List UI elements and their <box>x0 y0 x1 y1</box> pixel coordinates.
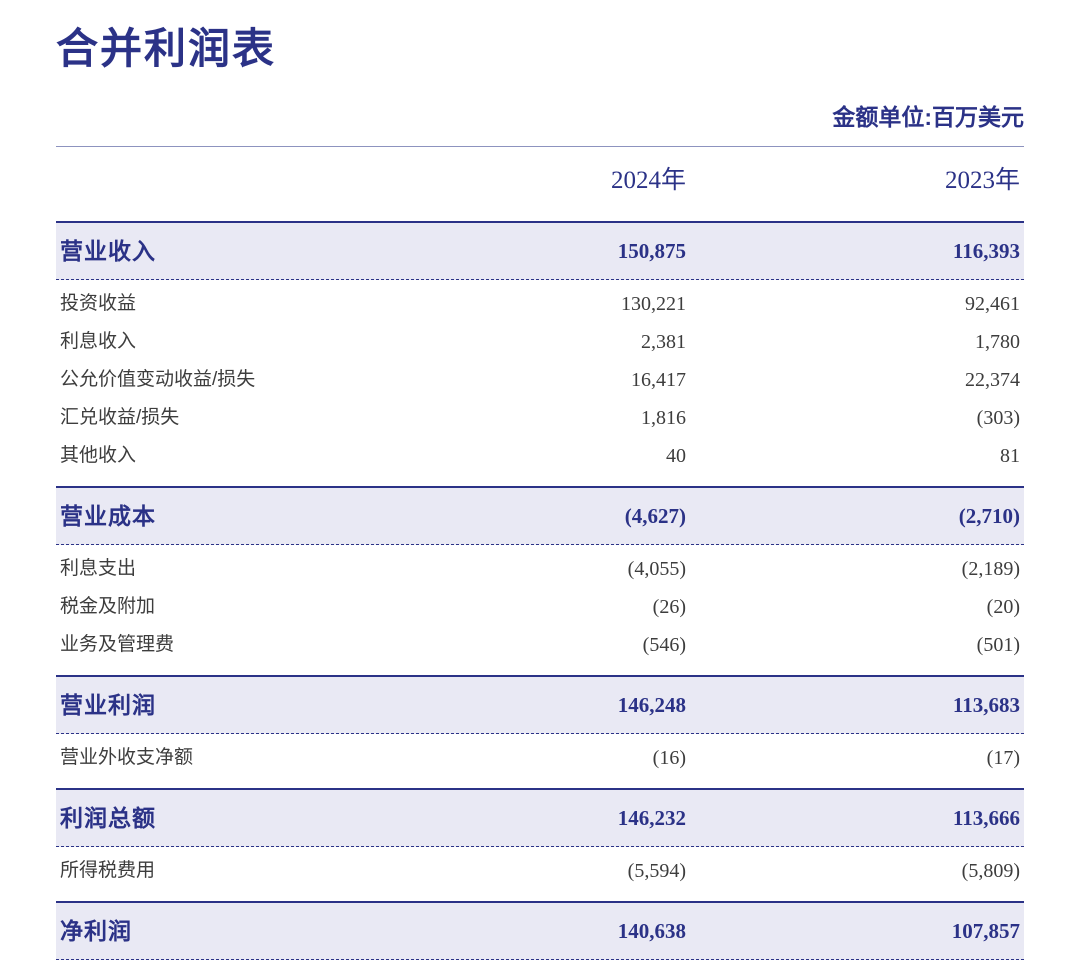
table-row: 净利润 140,638 107,857 <box>56 901 1024 960</box>
row-value-2024: 40 <box>666 445 686 468</box>
row-label: 营业收入 <box>60 238 156 265</box>
row-label: 公允价值变动收益/损失 <box>60 369 256 391</box>
table-body: 营业收入 150,875 116,393 投资收益 130,221 92,461… <box>56 221 1024 960</box>
row-label: 其他收入 <box>60 445 137 467</box>
table-row: 其他收入 40 81 <box>56 437 1024 475</box>
table-row: 税金及附加 (26) (20) <box>56 588 1024 626</box>
row-value-2024: (4,627) <box>624 504 686 529</box>
page-title: 合并利润表 <box>56 25 277 72</box>
row-value-2023: 107,857 <box>951 919 1020 944</box>
unit-note: 金额单位:百万美元 <box>832 104 1024 131</box>
row-value-2023: (5,809) <box>961 860 1020 883</box>
row-label: 营业利润 <box>60 692 156 719</box>
row-label: 营业外收支净额 <box>60 747 194 769</box>
row-value-2024: (5,594) <box>627 860 686 883</box>
row-label: 所得税费用 <box>60 860 156 882</box>
top-divider <box>56 146 1024 148</box>
row-value-2023: (17) <box>986 747 1020 770</box>
row-value-2023: 1,780 <box>975 331 1020 354</box>
table-row: 利息支出 (4,055) (2,189) <box>56 550 1024 588</box>
row-value-2024: 146,232 <box>617 806 686 831</box>
row-value-2024: 146,248 <box>617 693 686 718</box>
row-label: 营业成本 <box>60 503 156 530</box>
table-row: 所得税费用 (5,594) (5,809) <box>56 852 1024 890</box>
row-value-2023: (303) <box>976 407 1020 430</box>
table-row: 利息收入 2,381 1,780 <box>56 323 1024 361</box>
column-header-2024: 2024年 <box>610 167 686 195</box>
row-label: 净利润 <box>60 918 132 945</box>
row-value-2024: 140,638 <box>617 919 686 944</box>
table-row: 业务及管理费 (546) (501) <box>56 626 1024 664</box>
table-row: 营业收入 150,875 116,393 <box>56 221 1024 281</box>
row-label: 汇兑收益/损失 <box>60 407 180 429</box>
row-value-2024: 2,381 <box>641 331 686 354</box>
row-value-2023: (20) <box>986 596 1020 619</box>
row-label: 利息支出 <box>60 558 137 580</box>
table-row: 汇兑收益/损失 1,816 (303) <box>56 399 1024 437</box>
table-row: 营业外收支净额 (16) (17) <box>56 739 1024 777</box>
row-value-2024: 130,221 <box>621 293 686 316</box>
row-label: 税金及附加 <box>60 596 156 618</box>
row-value-2023: 92,461 <box>965 293 1020 316</box>
row-value-2023: 22,374 <box>965 369 1020 392</box>
row-value-2023: 113,683 <box>952 693 1020 718</box>
row-value-2023: 81 <box>1000 445 1020 468</box>
table-row: 营业利润 146,248 113,683 <box>56 675 1024 735</box>
row-label: 利润总额 <box>60 805 156 832</box>
row-value-2023: (2,189) <box>961 558 1020 581</box>
column-header-2023: 2023年 <box>944 167 1020 195</box>
table-row: 营业成本 (4,627) (2,710) <box>56 486 1024 546</box>
row-value-2023: (2,710) <box>958 504 1020 529</box>
row-value-2024: 16,417 <box>631 369 686 392</box>
row-value-2024: (546) <box>642 634 686 657</box>
table-row: 投资收益 130,221 92,461 <box>56 285 1024 323</box>
row-value-2024: (26) <box>652 596 686 619</box>
row-value-2024: (16) <box>652 747 686 770</box>
table-row: 公允价值变动收益/损失 16,417 22,374 <box>56 361 1024 399</box>
row-value-2024: (4,055) <box>627 558 686 581</box>
row-value-2023: 113,666 <box>952 806 1020 831</box>
row-value-2023: (501) <box>976 634 1020 657</box>
income-statement-table: 2024年 2023年 营业收入 150,875 116,393 投资收益 13… <box>56 147 1024 960</box>
row-label: 业务及管理费 <box>60 634 175 656</box>
row-value-2024: 150,875 <box>617 239 686 264</box>
row-label: 投资收益 <box>60 293 137 315</box>
row-label: 利息收入 <box>60 331 137 353</box>
row-value-2023: 116,393 <box>952 239 1020 264</box>
table-row: 利润总额 146,232 113,666 <box>56 788 1024 848</box>
column-header-row: 2024年 2023年 <box>56 147 1024 210</box>
row-value-2024: 1,816 <box>641 407 686 430</box>
